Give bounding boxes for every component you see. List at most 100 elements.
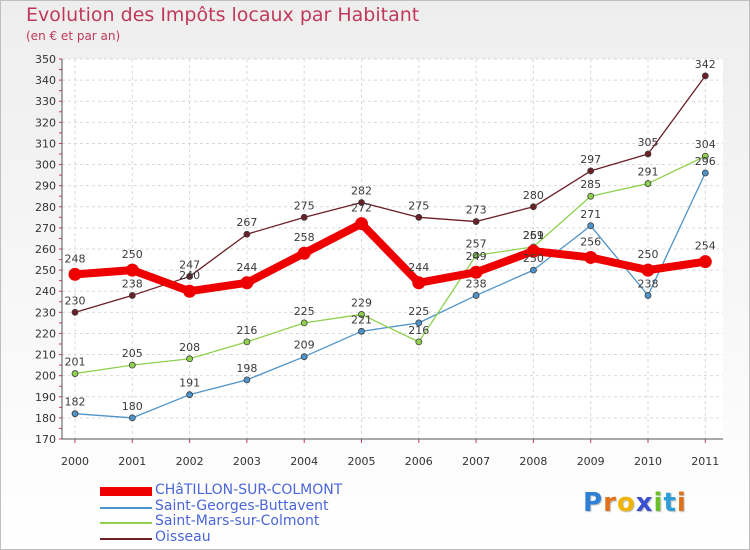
x-tick-label: 2006 — [405, 455, 433, 468]
y-tick-label: 250 — [35, 264, 56, 277]
data-point-oisseau — [587, 167, 595, 175]
chart-subtitle: (en € et par an) — [26, 29, 121, 43]
data-label-saint-mars-sur-colmont: 216 — [408, 324, 429, 337]
data-point-saint-georges-buttavent — [300, 353, 308, 361]
data-point-saint-mars-sur-colmont — [644, 180, 652, 187]
data-label-oisseau: 230 — [65, 294, 86, 307]
data-label-ch-tillon-sur-colmont: 272 — [351, 202, 372, 215]
data-label-oisseau: 238 — [122, 277, 143, 290]
data-point-saint-georges-buttavent — [530, 266, 537, 274]
data-point-ch-tillon-sur-colmont — [183, 284, 197, 298]
data-point-oisseau — [472, 218, 480, 225]
data-point-saint-georges-buttavent — [358, 327, 365, 335]
data-point-ch-tillon-sur-colmont — [469, 265, 483, 279]
data-point-oisseau — [701, 72, 709, 80]
y-tick-label: 340 — [35, 74, 56, 87]
data-point-ch-tillon-sur-colmont — [240, 276, 254, 290]
y-tick-label: 350 — [35, 53, 56, 66]
data-label-saint-georges-buttavent: 296 — [695, 155, 716, 168]
data-point-saint-mars-sur-colmont — [587, 192, 595, 200]
data-point-saint-mars-sur-colmont — [186, 355, 194, 363]
data-point-oisseau — [128, 292, 136, 299]
data-point-ch-tillon-sur-colmont — [68, 267, 82, 281]
y-tick-label: 270 — [35, 222, 56, 235]
logo-letter: r — [603, 488, 617, 518]
series-line-saint-georges-buttavent — [74, 172, 706, 419]
data-label-ch-tillon-sur-colmont: 250 — [122, 248, 143, 261]
data-label-saint-mars-sur-colmont: 216 — [236, 324, 257, 337]
legend-swatch — [100, 487, 152, 496]
x-tick-label: 2010 — [634, 455, 662, 468]
data-label-ch-tillon-sur-colmont: 259 — [523, 229, 544, 242]
data-label-saint-georges-buttavent: 238 — [638, 277, 659, 290]
data-point-saint-mars-sur-colmont — [243, 338, 251, 346]
legend-label: Oisseau — [155, 528, 211, 545]
x-tick-label: 2009 — [577, 455, 605, 468]
legend-label: Saint-Mars-sur-Colmont — [155, 513, 320, 529]
x-tick-label: 2001 — [118, 455, 146, 468]
data-point-saint-mars-sur-colmont — [300, 319, 308, 327]
data-point-saint-georges-buttavent — [701, 169, 709, 177]
legend-swatch — [100, 506, 152, 509]
y-tick-label: 190 — [35, 391, 56, 404]
data-label-ch-tillon-sur-colmont: 258 — [294, 231, 315, 244]
data-label-saint-mars-sur-colmont: 257 — [466, 237, 487, 250]
y-tick-label: 210 — [35, 349, 56, 362]
y-tick-label: 220 — [35, 327, 56, 340]
data-label-oisseau: 342 — [695, 58, 716, 71]
data-label-saint-georges-buttavent: 221 — [351, 313, 372, 326]
logo-letter: o — [616, 488, 636, 518]
data-point-ch-tillon-sur-colmont — [526, 244, 540, 258]
x-tick-label: 2000 — [61, 455, 89, 468]
data-label-saint-mars-sur-colmont: 291 — [638, 166, 659, 179]
data-label-saint-mars-sur-colmont: 208 — [179, 341, 200, 354]
y-tick-label: 290 — [35, 180, 56, 193]
data-label-oisseau: 297 — [580, 153, 601, 166]
data-label-ch-tillon-sur-colmont: 248 — [65, 252, 86, 265]
y-tick-label: 330 — [35, 95, 56, 108]
data-point-ch-tillon-sur-colmont — [297, 246, 311, 260]
data-label-saint-georges-buttavent: 198 — [236, 362, 257, 375]
y-tick-label: 170 — [35, 433, 56, 446]
data-label-ch-tillon-sur-colmont: 244 — [408, 261, 429, 274]
legend-label: CHâTILLON-SUR-COLMONT — [155, 482, 343, 498]
x-tick-label: 2011 — [691, 455, 719, 468]
data-point-oisseau — [300, 213, 308, 221]
data-label-saint-georges-buttavent: 250 — [523, 252, 544, 265]
data-point-ch-tillon-sur-colmont — [698, 255, 712, 269]
data-label-saint-georges-buttavent: 238 — [466, 277, 487, 290]
x-tick-label: 2003 — [233, 455, 261, 468]
data-point-saint-georges-buttavent — [587, 222, 595, 230]
data-label-saint-georges-buttavent: 225 — [408, 305, 429, 318]
x-tick-label: 2002 — [176, 455, 204, 468]
data-label-ch-tillon-sur-colmont: 244 — [236, 261, 257, 274]
data-point-saint-georges-buttavent — [415, 319, 423, 327]
series-line-oisseau — [74, 75, 706, 313]
y-tick-label: 230 — [35, 306, 56, 319]
logo-letter: i — [653, 488, 664, 518]
data-point-oisseau — [530, 203, 537, 211]
data-label-oisseau: 247 — [179, 258, 200, 271]
data-label-saint-mars-sur-colmont: 229 — [351, 296, 372, 309]
legend-label: Saint-Georges-Buttavent — [155, 497, 329, 514]
data-point-oisseau — [243, 230, 251, 238]
logo-letter: i — [676, 488, 687, 518]
data-point-saint-mars-sur-colmont — [701, 152, 709, 160]
data-label-saint-georges-buttavent: 182 — [65, 396, 86, 409]
data-point-saint-georges-buttavent — [186, 391, 194, 399]
data-label-saint-mars-sur-colmont: 225 — [294, 305, 315, 318]
data-point-saint-georges-buttavent — [472, 292, 480, 299]
x-tick-label: 2007 — [462, 455, 490, 468]
data-point-ch-tillon-sur-colmont — [412, 276, 426, 290]
y-tick-label: 200 — [35, 370, 56, 383]
data-label-saint-georges-buttavent: 180 — [122, 400, 143, 413]
data-label-saint-mars-sur-colmont: 201 — [65, 356, 86, 369]
data-label-oisseau: 273 — [466, 204, 487, 217]
data-label-ch-tillon-sur-colmont: 250 — [638, 248, 659, 261]
y-tick-label: 240 — [35, 285, 56, 298]
y-tick-label: 310 — [35, 137, 56, 150]
data-label-ch-tillon-sur-colmont: 249 — [466, 250, 487, 263]
data-point-saint-georges-buttavent — [243, 376, 251, 384]
data-label-oisseau: 280 — [523, 189, 544, 202]
